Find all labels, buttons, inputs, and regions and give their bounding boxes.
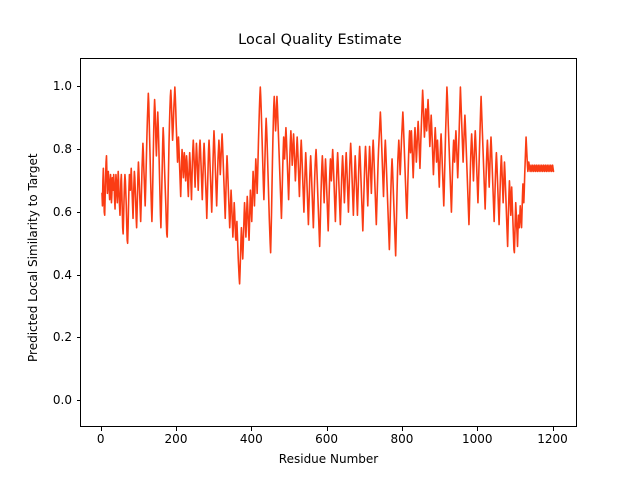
x-tick-label: 1000 — [461, 432, 493, 446]
y-tick-label: 0.0 — [52, 393, 72, 408]
x-tick-label: 1200 — [537, 432, 568, 446]
x-tick-mark — [251, 427, 253, 431]
y-axis-tick-labels: 0.0 0.2 0.4 0.6 0.8 1.0 — [0, 0, 80, 480]
plot-axes — [80, 58, 577, 427]
x-tick-label: 400 — [239, 432, 263, 446]
line-series-predicted-local-similarity — [81, 59, 576, 426]
chart-title: Local Quality Estimate — [238, 32, 402, 48]
y-tick-mark — [76, 86, 80, 88]
y-tick-mark — [76, 400, 80, 402]
y-tick-mark — [76, 337, 80, 339]
y-tick-label: 0.2 — [52, 330, 72, 345]
x-tick-label: 200 — [164, 432, 188, 446]
x-axis-label: Residue Number — [278, 452, 379, 466]
y-axis-label: Predicted Local Similarity to Target — [26, 153, 40, 362]
x-tick-mark — [401, 427, 403, 431]
x-tick-label: 600 — [315, 432, 339, 446]
x-tick-mark — [477, 427, 479, 431]
x-tick-mark — [100, 427, 102, 431]
x-tick-mark — [176, 427, 177, 431]
x-tick-label: 800 — [390, 432, 414, 446]
y-tick-label: 1.0 — [52, 79, 72, 94]
y-tick-mark — [76, 211, 80, 213]
y-tick-label: 0.4 — [52, 267, 72, 282]
x-tick-mark — [552, 427, 554, 431]
x-tick-label: 0 — [96, 432, 105, 446]
y-tick-mark — [76, 274, 80, 276]
x-tick-mark — [326, 427, 328, 431]
y-tick-mark — [76, 149, 80, 151]
y-tick-label: 0.8 — [52, 142, 72, 157]
y-tick-label: 0.6 — [52, 204, 72, 219]
plot-area — [81, 59, 576, 426]
